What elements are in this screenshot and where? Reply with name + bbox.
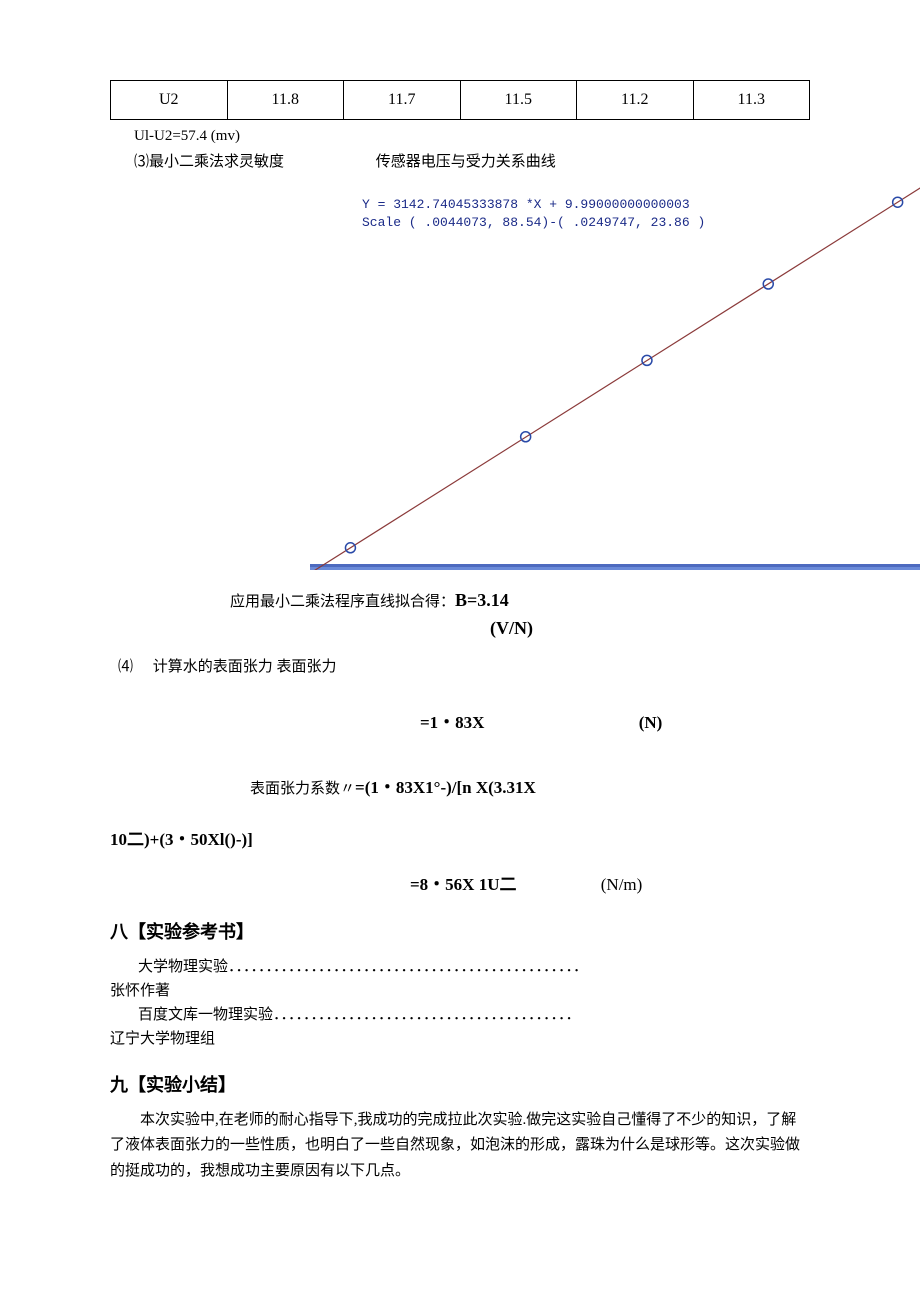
formula-1-unit: (N) (639, 713, 663, 732)
svg-text:Y = 3142.74045333878 *X + 9.99: Y = 3142.74045333878 *X + 9.990000000000… (362, 197, 690, 212)
fit-text: 应用最小二乘法程序直线拟合得： (230, 594, 455, 610)
formula-4: =8・56X 1U二 (N/m) (110, 871, 810, 898)
formula-4-eq: =8・56X 1U二 (410, 875, 517, 894)
table-cell: 11.3 (693, 81, 810, 120)
summary-paragraph: 本次实验中,在老师的耐心指导下,我成功的完成拉此次实验.做完这实验自己懂得了不少… (110, 1108, 810, 1185)
equation-u1-u2: Ul-U2=57.4 (mv) (110, 124, 810, 148)
u2-data-table: U2 11.8 11.7 11.5 11.2 11.3 (110, 80, 810, 120)
ref-2-dots: ．．．．．．．．．．．．．．．．．．．．．．．．．．．．．．．．．．．．．．．． (273, 1007, 581, 1023)
formula-1: =1・83X (N) (110, 709, 810, 736)
table-cell: 11.8 (227, 81, 344, 120)
item-4-number: ⑷ (118, 659, 133, 675)
item-3-line: ⑶最小二乘法求灵敏度 传感器电压与受力关系曲线 (110, 150, 810, 174)
table-row: U2 11.8 11.7 11.5 11.2 11.3 (111, 81, 810, 120)
reference-1-author: 张怀作著 (110, 979, 810, 1003)
chart-container: Y = 3142.74045333878 *X + 9.990000000000… (310, 180, 920, 570)
ref-1-text: 大学物理实验 (138, 959, 228, 975)
section-8-heading: 八【实验参考书】 (110, 918, 810, 947)
formula-2: 表面张力系数〃=(1・83X1°-)/[n X(3.31X (110, 774, 810, 801)
svg-text:Scale ( .0044073, 88.54)-( .: Scale ( .0044073, 88.54)-( .0249747, 23.… (362, 215, 705, 230)
table-cell-label: U2 (111, 81, 228, 120)
ref-1-dots: ．．．．．．．．．．．．．．．．．．．．．．．．．．．．．．．．．．．．．．．．… (228, 959, 588, 975)
formula-2-label: 表面张力系数〃 (250, 781, 355, 797)
chart-title-label: 传感器电压与受力关系曲线 (376, 150, 556, 174)
item-4-text: 计算水的表面张力 表面张力 (153, 659, 337, 675)
item-3-prefix: ⑶最小二乘法求灵敏度 (134, 154, 284, 170)
item-4-line: ⑷ 计算水的表面张力 表面张力 (110, 655, 810, 679)
table-cell: 11.5 (460, 81, 577, 120)
reference-2: 百度文库一物理实验．．．．．．．．．．．．．．．．．．．．．．．．．．．．．．．… (110, 1003, 810, 1027)
fit-result-line: 应用最小二乘法程序直线拟合得：B=3.14 (V/N) (110, 586, 810, 644)
table-cell: 11.2 (577, 81, 694, 120)
formula-3: 10二)+(3・50Xl()-)] (110, 826, 810, 853)
reference-1: 大学物理实验．．．．．．．．．．．．．．．．．．．．．．．．．．．．．．．．．．… (110, 955, 810, 979)
ref-2-text: 百度文库一物理实验 (138, 1007, 273, 1023)
formula-3-eq: 10二)+(3・50Xl()-)] (110, 830, 253, 849)
regression-chart: Y = 3142.74045333878 *X + 9.990000000000… (310, 180, 920, 570)
formula-1-eq: =1・83X (420, 713, 484, 732)
reference-2-author: 辽宁大学物理组 (110, 1027, 810, 1051)
section-9-heading: 九【实验小结】 (110, 1071, 810, 1100)
formula-4-unit: (N/m) (601, 875, 643, 894)
formula-2-eq: =(1・83X1°-)/[n X(3.31X (355, 778, 536, 797)
fit-unit: (V/N) (490, 618, 533, 638)
fit-b-value: B=3.14 (455, 590, 509, 610)
table-cell: 11.7 (344, 81, 461, 120)
